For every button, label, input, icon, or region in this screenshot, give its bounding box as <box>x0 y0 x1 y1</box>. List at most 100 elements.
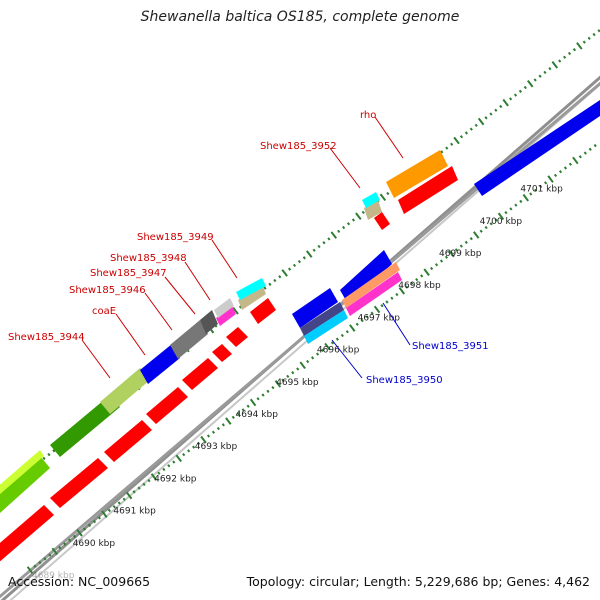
tick-mark <box>196 441 201 446</box>
cds-block-gray <box>170 320 208 359</box>
gene-label-coae: coaE <box>92 306 116 317</box>
tick-mark <box>474 123 478 128</box>
scale-label: 4699 kbp <box>439 249 482 259</box>
tick-mark <box>52 449 56 453</box>
label-leader-line <box>81 339 111 379</box>
tick-mark <box>305 250 313 258</box>
tick-mark <box>588 147 592 151</box>
gene-label-shew185-3952: Shew185_3952 <box>260 141 337 152</box>
tick-mark <box>489 222 493 226</box>
tick-mark <box>47 452 51 457</box>
cds-block-green <box>0 450 44 495</box>
tick-mark <box>132 490 136 494</box>
gene-label-shew185-3944: Shew185_3944 <box>8 332 85 343</box>
tick-track-lower <box>26 143 597 574</box>
tick-mark <box>469 237 473 241</box>
tick-mark <box>587 36 591 40</box>
tick-mark <box>469 127 473 131</box>
tick-mark <box>291 371 295 375</box>
tick-mark <box>534 188 538 192</box>
cds-block-silver <box>214 298 234 318</box>
tick-mark <box>73 534 77 539</box>
tick-mark <box>450 142 454 146</box>
accession-label: Accession: NC_009665 <box>8 574 151 589</box>
tick-mark <box>509 207 513 211</box>
cds-block <box>292 288 338 328</box>
tick-mark <box>349 324 356 332</box>
tick-mark <box>543 70 547 75</box>
cds-block-multicolor <box>300 302 344 336</box>
tick-mark <box>553 173 558 178</box>
tick-mark <box>167 464 171 468</box>
label-leader-line <box>329 147 361 189</box>
cds-block-darkgray <box>200 310 218 334</box>
tick-mark <box>273 278 277 283</box>
cds-block-pink <box>216 306 236 326</box>
tick-mark <box>533 78 537 82</box>
tick-mark <box>563 166 568 170</box>
tick-mark <box>582 40 586 44</box>
tick-mark <box>527 79 534 88</box>
tick-mark <box>281 378 285 382</box>
cds-block <box>0 505 54 562</box>
gene-label-shew185-3949: Shew185_3949 <box>137 232 214 243</box>
tick-mark <box>327 237 331 241</box>
genome-summary: Topology: circular; Length: 5,229,686 bp… <box>246 574 590 589</box>
tick-mark <box>489 112 493 116</box>
tick-mark <box>440 150 444 154</box>
tick-mark <box>529 192 533 196</box>
scale-label: 4690 kbp <box>73 539 116 549</box>
tick-mark <box>479 229 483 233</box>
tick-mark <box>58 546 62 550</box>
tick-mark <box>101 510 108 518</box>
tick-mark <box>593 143 597 148</box>
tick-mark <box>572 48 577 52</box>
tick-mark <box>513 93 518 97</box>
tick-mark <box>302 256 306 260</box>
tick-mark <box>459 244 463 248</box>
tick-mark <box>464 131 468 135</box>
tick-mark <box>147 479 151 483</box>
tick-mark <box>509 97 513 101</box>
cds-block <box>212 344 232 362</box>
tick-mark <box>398 286 406 295</box>
tick-mark <box>112 505 116 509</box>
tick-mark <box>484 116 488 120</box>
tick-mark <box>187 449 191 453</box>
tick-mark <box>274 380 282 388</box>
cds-block <box>374 212 390 230</box>
tick-mark <box>150 473 158 481</box>
tick-mark <box>518 89 523 93</box>
tick-mark <box>544 181 548 185</box>
tick-mark <box>563 55 567 59</box>
tick-mark <box>538 74 542 78</box>
tick-mark <box>558 170 563 174</box>
label-leader-line <box>374 116 404 159</box>
cds-block <box>226 327 248 347</box>
tick-mark <box>578 155 582 159</box>
tick-track-upper <box>0 29 600 494</box>
tick-mark <box>360 318 364 323</box>
cds-block-cyan <box>362 192 380 208</box>
tick-mark <box>434 263 439 267</box>
tick-mark <box>430 266 434 271</box>
tick-mark <box>266 389 270 393</box>
tick-mark <box>567 51 572 56</box>
scale-label: 4694 kbp <box>236 410 279 420</box>
tick-mark <box>592 32 596 37</box>
tick-mark <box>439 259 444 263</box>
map-title: Shewanella baltica OS185, complete genom… <box>140 9 460 25</box>
scale-label: 4696 kbp <box>317 346 360 356</box>
tick-mark <box>297 259 301 264</box>
cds-block <box>398 166 458 214</box>
cds-block <box>146 387 188 424</box>
cds-block-tan <box>238 284 266 310</box>
label-leader-line <box>144 292 173 331</box>
tick-mark <box>261 393 265 397</box>
scale-label: 4691 kbp <box>113 507 156 517</box>
tick-mark <box>142 482 146 487</box>
tick-mark <box>568 162 572 166</box>
tick-mark <box>92 519 97 524</box>
cds-track-inner-red <box>0 166 458 562</box>
